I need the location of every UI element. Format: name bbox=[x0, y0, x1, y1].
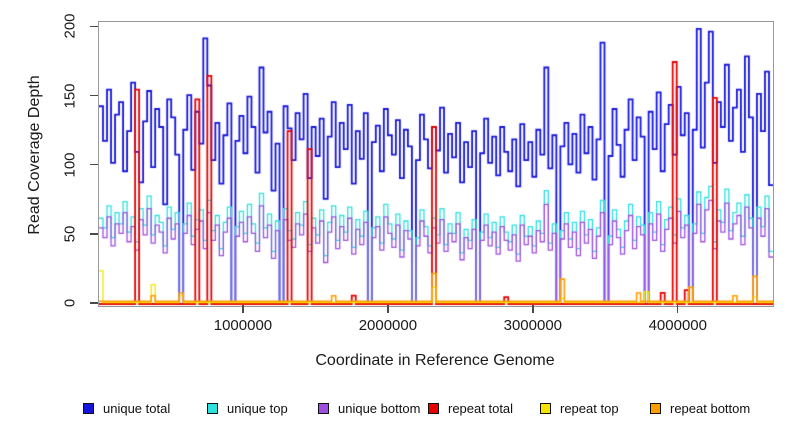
plot-canvas bbox=[99, 22, 773, 306]
x-tick-label: 3000000 bbox=[503, 317, 563, 334]
legend-entry-repeat-total: repeat total bbox=[428, 399, 513, 417]
y-tick-label: 200 bbox=[61, 13, 79, 39]
y-tick-mark bbox=[90, 25, 98, 28]
y-tick-mark bbox=[90, 164, 98, 166]
legend-entry-unique-bottom: unique bottom bbox=[318, 399, 420, 417]
y-axis-title: Read Coverage Depth bbox=[26, 75, 43, 235]
legend-swatch-icon bbox=[207, 402, 218, 414]
legend-entry-repeat-bottom: repeat bottom bbox=[650, 399, 750, 417]
legend-swatch-icon bbox=[428, 402, 439, 414]
legend-label: repeat bottom bbox=[670, 400, 751, 416]
legend-label: repeat total bbox=[448, 400, 514, 416]
x-tick-label: 4000000 bbox=[648, 317, 707, 334]
y-tick-label: 50 bbox=[61, 225, 79, 243]
x-tick-mark bbox=[677, 305, 679, 313]
x-tick-label: 1000000 bbox=[213, 317, 273, 334]
legend-label: repeat top bbox=[560, 400, 619, 416]
y-tick-mark bbox=[90, 94, 98, 97]
y-tick-label: 150 bbox=[61, 83, 79, 109]
x-tick-mark bbox=[242, 305, 244, 313]
legend: unique total unique top unique bottom repea… bbox=[0, 399, 792, 421]
legend-label: unique top bbox=[227, 400, 288, 416]
x-axis-title: Coordinate in Reference Genome bbox=[315, 352, 555, 369]
legend-label: unique total bbox=[103, 400, 171, 416]
y-tick-label: 0 bbox=[61, 298, 79, 308]
legend-swatch-icon bbox=[83, 402, 94, 414]
y-tick-label: 100 bbox=[61, 152, 79, 178]
x-tick-mark bbox=[387, 305, 389, 313]
plot-area bbox=[98, 21, 774, 307]
legend-swatch-icon bbox=[318, 402, 329, 414]
legend-entry-repeat-top: repeat top bbox=[540, 399, 619, 417]
legend-label: unique bottom bbox=[338, 400, 421, 416]
legend-entry-unique-top: unique top bbox=[207, 399, 288, 417]
legend-swatch-icon bbox=[650, 402, 661, 414]
legend-entry-unique-total: unique total bbox=[83, 399, 170, 417]
x-tick-mark bbox=[532, 305, 534, 313]
legend-swatch-icon bbox=[540, 402, 551, 414]
y-tick-mark bbox=[90, 302, 98, 304]
x-tick-label: 2000000 bbox=[358, 317, 418, 334]
y-tick-mark bbox=[90, 233, 98, 235]
